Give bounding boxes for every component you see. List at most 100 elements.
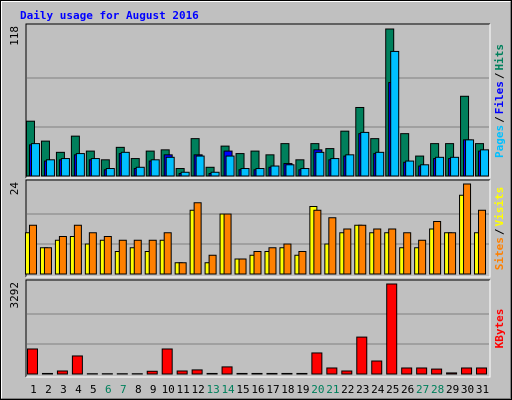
bar [326, 367, 338, 375]
bar [283, 243, 292, 275]
bar [358, 224, 367, 275]
bar [373, 228, 382, 275]
x-tick-label: 30 [461, 383, 474, 396]
bar [223, 213, 232, 275]
bar [386, 283, 398, 375]
x-tick-label: 11 [177, 383, 190, 396]
x-tick-label: 12 [192, 383, 205, 396]
x-tick-label: 26 [401, 383, 414, 396]
bar [135, 166, 145, 177]
x-tick-label: 10 [162, 383, 175, 396]
panel-bevel-light [26, 280, 491, 378]
x-tick-label: 1 [30, 383, 37, 396]
bar [180, 171, 190, 177]
bar [45, 159, 55, 177]
x-tick-label: 22 [341, 383, 354, 396]
bar [480, 149, 490, 177]
bar [240, 168, 250, 177]
x-tick-label: 3 [60, 383, 67, 396]
bar [75, 153, 85, 177]
x-tick-label: 16 [251, 383, 264, 396]
bar [206, 372, 218, 375]
bar [56, 370, 68, 375]
bar [193, 202, 202, 275]
bar [191, 369, 203, 375]
bar [341, 370, 353, 375]
bar [401, 367, 413, 375]
bar [105, 168, 115, 177]
bar [251, 372, 263, 375]
bar [60, 158, 70, 177]
bar [435, 156, 445, 177]
bar [210, 171, 220, 177]
bar [88, 232, 97, 275]
bar [225, 155, 235, 177]
bar [448, 232, 457, 275]
bar [328, 217, 337, 275]
legend-entry: Pages [493, 125, 506, 158]
chart-title: Daily usage for August 2016 [20, 9, 199, 22]
bar [300, 168, 310, 177]
bar [360, 131, 370, 177]
bar [236, 372, 248, 375]
x-tick-label: 13 [206, 383, 219, 396]
legend: Sites /Visits [493, 187, 506, 271]
bar [345, 154, 355, 177]
bar [221, 366, 233, 375]
bar [26, 348, 38, 375]
x-tick-label: 28 [431, 383, 444, 396]
x-tick-label: 7 [120, 383, 127, 396]
x-tick-label: 15 [236, 383, 249, 396]
bar [431, 368, 443, 375]
bar [71, 355, 83, 375]
bar [238, 258, 247, 275]
panel-bevel-light [26, 180, 491, 278]
bar [405, 160, 415, 177]
bar [461, 367, 473, 375]
legend-entry: Hits [493, 44, 506, 71]
legend-entry: Files [493, 81, 506, 114]
bar [298, 251, 307, 275]
bar [281, 372, 293, 375]
legend: Pages/Files/Hits [493, 44, 506, 158]
bar [120, 151, 130, 177]
x-tick-label: 31 [476, 383, 489, 396]
bar [418, 239, 427, 275]
x-tick-label: 29 [446, 383, 459, 396]
bar [315, 151, 325, 177]
bar [270, 165, 280, 177]
bar [390, 50, 400, 177]
x-tick-label: 6 [105, 383, 112, 396]
x-tick-label: 4 [75, 383, 82, 396]
bar [313, 209, 322, 275]
bar [465, 139, 475, 177]
bar [420, 164, 430, 177]
bar [311, 352, 323, 375]
bar [150, 159, 160, 177]
bar [255, 168, 265, 177]
bar [463, 183, 472, 275]
bar [118, 239, 127, 275]
bar [133, 239, 142, 275]
bar [195, 155, 205, 177]
y-tick-label: 3292 [8, 282, 21, 309]
legend-separator: / [493, 72, 506, 79]
x-tick-label: 19 [296, 383, 309, 396]
x-tick-label: 14 [221, 383, 235, 396]
bar [178, 262, 187, 275]
x-tick-label: 9 [150, 383, 157, 396]
bar [165, 156, 175, 177]
bar [148, 239, 157, 275]
bar [73, 224, 82, 275]
bar [476, 367, 488, 375]
bar [371, 360, 383, 375]
bar [388, 228, 397, 275]
legend-entry: KBytes [493, 309, 506, 349]
legend-separator: / [493, 228, 506, 235]
bar [416, 367, 428, 375]
x-tick-label: 25 [386, 383, 399, 396]
panel-bevel-light [26, 24, 491, 179]
x-tick-label: 27 [416, 383, 429, 396]
bar [161, 348, 173, 375]
legend: KBytes [493, 309, 506, 349]
